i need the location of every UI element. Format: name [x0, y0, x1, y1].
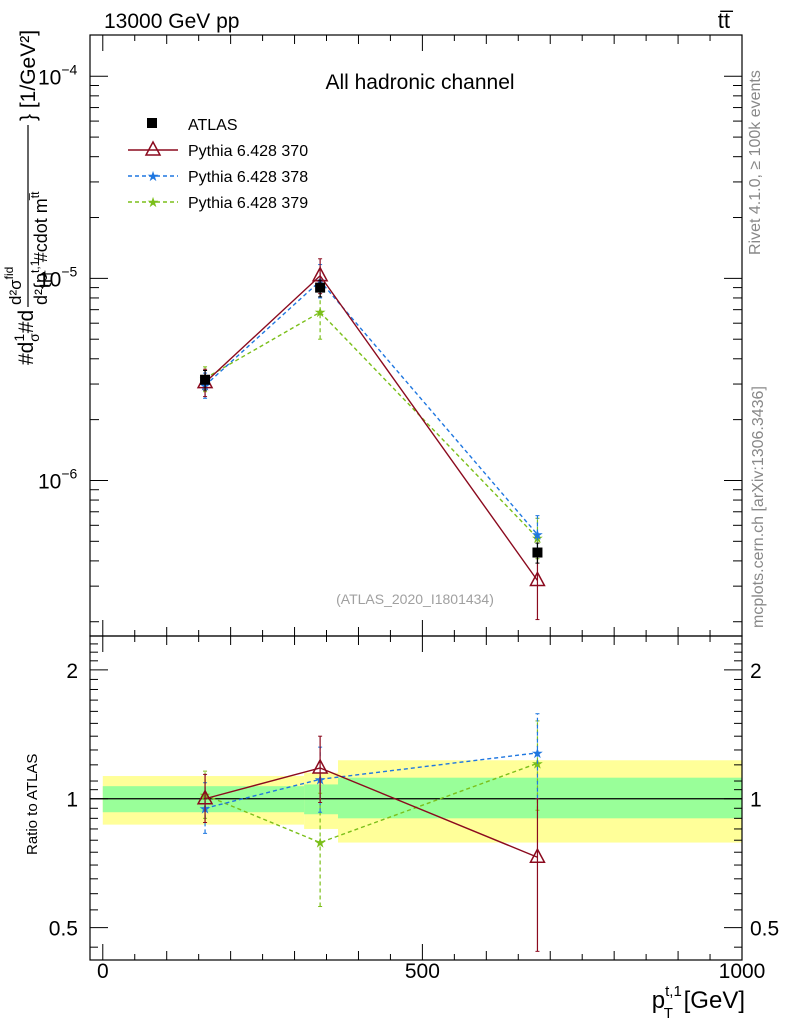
main-series-line-3 — [204, 311, 538, 539]
ratio-y-tick-label-left: 0.5 — [49, 918, 78, 941]
main-point-3: ★ — [314, 305, 327, 321]
ratio-band-inner-2 — [338, 777, 742, 819]
rivet-label: Rivet 4.1.0, ≥ 100k events — [747, 70, 764, 255]
legend-entry-pythia-370: Pythia 6.428 370 — [128, 140, 308, 160]
main-y-tick-label: 10−5 — [38, 263, 78, 291]
ratio-y-axis-label: Ratio to ATLAS — [24, 754, 41, 855]
main-point-0 — [315, 282, 326, 293]
legend: ATLAS Pythia 6.428 370 ★ Pythia 6.428 37… — [128, 117, 308, 212]
ratio-frame — [89, 635, 743, 961]
svg-text:★: ★ — [147, 195, 160, 211]
main-series-line-1 — [204, 274, 539, 581]
main-y-tick-label: 10−6 — [38, 465, 78, 493]
main-series-line-2 — [204, 280, 538, 536]
svg-text:★: ★ — [147, 169, 160, 185]
svg-text:Pythia 6.428 379: Pythia 6.428 379 — [188, 195, 308, 212]
svg-text:#d1σ#d: #d1σ#d — [11, 310, 42, 365]
ratio-point-0 — [196, 789, 214, 805]
mcplots-label: mcplots.cern.ch [arXiv:1306.3436] — [750, 386, 767, 628]
legend-entry-pythia-379: ★ Pythia 6.428 379 — [128, 195, 308, 212]
ratio-point-0 — [529, 847, 546, 863]
svg-text:Pythia 6.428 370: Pythia 6.428 370 — [188, 143, 308, 160]
main-point-0 — [200, 374, 211, 385]
ratio-y-tick-label-left: 2 — [66, 660, 78, 683]
ratio-y-tick-label-left: 1 — [66, 789, 78, 812]
x-axis-label: pt,1 T [GeV] — [652, 983, 745, 1022]
ratio-point-1: ★ — [531, 746, 544, 762]
x-tick-label: 0 — [97, 960, 109, 983]
ratio-y-tick-label-right: 2 — [750, 660, 762, 683]
svg-text:d²{pt,1T#cdot mt̅t: d²{pt,1T#cdot mt̅t — [28, 191, 56, 305]
main-panel: 10−410−510−6★★★★★★ — [38, 34, 743, 637]
ratio-y-tick-label-right: 0.5 — [750, 918, 779, 941]
header-left: 13000 GeV pp — [104, 10, 239, 33]
svg-text:Pythia 6.428 378: Pythia 6.428 378 — [188, 169, 308, 186]
legend-entry-atlas: ATLAS — [147, 117, 238, 134]
ratio-point-2: ★ — [314, 836, 327, 852]
svg-text:d²σfid: d²σfid — [2, 267, 25, 305]
legend-entry-pythia-378: ★ Pythia 6.428 378 — [128, 169, 308, 186]
main-y-axis-label: #d1σ#d d²σfid d²{pt,1T#cdot mt̅t } [1/Ge… — [2, 30, 56, 365]
main-point-1 — [529, 570, 546, 587]
main-point-2: ★ — [531, 528, 544, 544]
ratio-point-2: ★ — [531, 756, 544, 772]
chart-title: All hadronic channel — [325, 71, 514, 94]
main-y-tick-label: 10−4 — [38, 61, 78, 89]
analysis-label: (ATLAS_2020_I1801434) — [336, 591, 494, 607]
ratio-point-0 — [311, 758, 329, 774]
x-tick-label: 1000 — [719, 960, 766, 983]
ratio-y-tick-label-right: 1 — [750, 789, 762, 812]
header-right: tt̅ — [718, 8, 734, 33]
svg-text:ATLAS: ATLAS — [188, 117, 238, 134]
main-point-0 — [532, 547, 543, 558]
x-tick-label: 500 — [405, 960, 440, 983]
svg-text:} [1/GeV²]: } [1/GeV²] — [17, 30, 40, 121]
